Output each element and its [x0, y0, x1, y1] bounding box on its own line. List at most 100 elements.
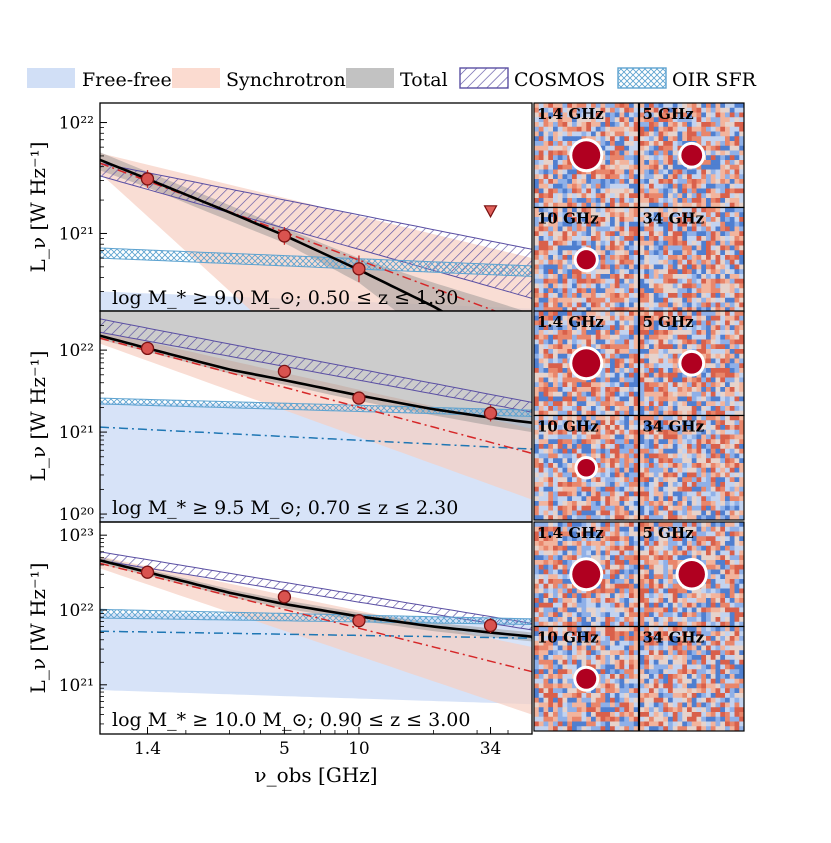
cutout-pixel — [673, 151, 678, 156]
cutout-pixel — [663, 359, 668, 364]
cutout-pixel — [706, 382, 711, 387]
cutout-pixel — [596, 501, 601, 506]
cutout-pixel — [605, 501, 610, 506]
cutout-pixel — [725, 174, 730, 179]
cutout-pixel — [711, 560, 716, 565]
cutout-pixel — [663, 487, 668, 492]
cutout-pixel — [716, 373, 721, 378]
cutout-pixel — [654, 170, 659, 175]
cutout-pixel — [725, 231, 730, 236]
cutout-pixel — [567, 293, 572, 298]
cutout-pixel — [644, 454, 649, 459]
cutout-pixel — [673, 458, 678, 463]
cutout-pixel — [558, 298, 563, 303]
cutout-pixel — [697, 378, 702, 383]
cutout-pixel — [654, 492, 659, 497]
cutout-pixel — [601, 165, 606, 170]
cutout-pixel — [558, 449, 563, 454]
cutout-pixel — [558, 151, 563, 156]
cutout-pixel — [730, 293, 735, 298]
cutout-pixel — [591, 184, 596, 189]
cutout-pixel — [663, 373, 668, 378]
cutout-pixel — [697, 279, 702, 284]
cutout-pixel — [596, 293, 601, 298]
cutout-pixel — [567, 136, 572, 141]
cutout-pixel — [654, 340, 659, 345]
cutout-pixel — [659, 335, 664, 340]
cutout-pixel — [673, 160, 678, 165]
cutout-pixel — [572, 269, 577, 274]
cutout-pixel — [572, 174, 577, 179]
cutout-pixel — [605, 522, 610, 527]
cutout-pixel — [706, 560, 711, 565]
cutout-pixel — [596, 551, 601, 556]
cutout-pixel — [668, 574, 673, 579]
cutout-pixel — [720, 501, 725, 506]
cutout-pixel — [682, 511, 687, 516]
cutout-pixel — [539, 241, 544, 246]
cutout-pixel — [629, 555, 634, 560]
cutout-pixel — [624, 430, 629, 435]
cutout-pixel — [673, 189, 678, 194]
cutout-pixel — [558, 454, 563, 459]
cutout-pixel — [668, 265, 673, 270]
cutout-pixel — [605, 250, 610, 255]
cutout-pixel — [649, 265, 654, 270]
cutout-pixel — [711, 496, 716, 501]
cutout-pixel — [735, 236, 740, 241]
cutout-pixel — [605, 311, 610, 316]
cutout-pixel — [649, 269, 654, 274]
cutout-pixel — [558, 401, 563, 406]
cutout-pixel — [563, 293, 568, 298]
cutout-pixel — [620, 241, 625, 246]
cutout-pixel — [701, 179, 706, 184]
cutout-pixel — [682, 246, 687, 251]
cutout-pixel — [735, 482, 740, 487]
cutout-pixel — [659, 174, 664, 179]
cutout-pixel — [596, 335, 601, 340]
cutout-pixel — [678, 293, 683, 298]
cutout-pixel — [735, 321, 740, 326]
cutout-pixel — [534, 359, 539, 364]
cutout-pixel — [640, 231, 645, 236]
cutout-pixel — [673, 603, 678, 608]
cutout-pixel — [591, 492, 596, 497]
cutout-pixel — [534, 387, 539, 392]
cutout-pixel — [687, 387, 692, 392]
cutout-pixel — [601, 378, 606, 383]
cutout-pixel — [716, 397, 721, 402]
cutout-pixel — [544, 349, 549, 354]
cutout-pixel — [605, 325, 610, 330]
cutout-pixel — [663, 303, 668, 308]
cutout-pixel — [687, 492, 692, 497]
cutout-pixel — [644, 579, 649, 584]
cutout-pixel — [640, 501, 645, 506]
cutout-pixel — [567, 555, 572, 560]
cutout-pixel — [663, 279, 668, 284]
cutout-pixel — [716, 165, 721, 170]
cutout-pixel — [620, 541, 625, 546]
cutout-pixel — [548, 174, 553, 179]
cutout-pixel — [572, 231, 577, 236]
cutout-pixel — [678, 492, 683, 497]
panel-2-ytick-label-0: 10²⁰ — [59, 505, 94, 525]
cutout-pixel — [649, 298, 654, 303]
cutout-pixel — [629, 127, 634, 132]
cutout-pixel — [558, 458, 563, 463]
cutout-pixel — [610, 113, 615, 118]
cutout-pixel — [697, 603, 702, 608]
cutout-pixel — [610, 288, 615, 293]
cutout-pixel — [687, 293, 692, 298]
cutout-pixel — [678, 444, 683, 449]
cutout-pixel — [725, 560, 730, 565]
cutout-pixel — [697, 527, 702, 532]
cutout-pixel — [624, 406, 629, 411]
cutout-pixel — [548, 246, 553, 251]
cutout-pixel — [701, 511, 706, 516]
cutout-pixel — [654, 165, 659, 170]
cutout-pixel — [615, 463, 620, 468]
cutout-pixel — [730, 227, 735, 232]
cutout-pixel — [624, 303, 629, 308]
cutout-pixel — [605, 132, 610, 137]
cutout-pixel — [620, 303, 625, 308]
